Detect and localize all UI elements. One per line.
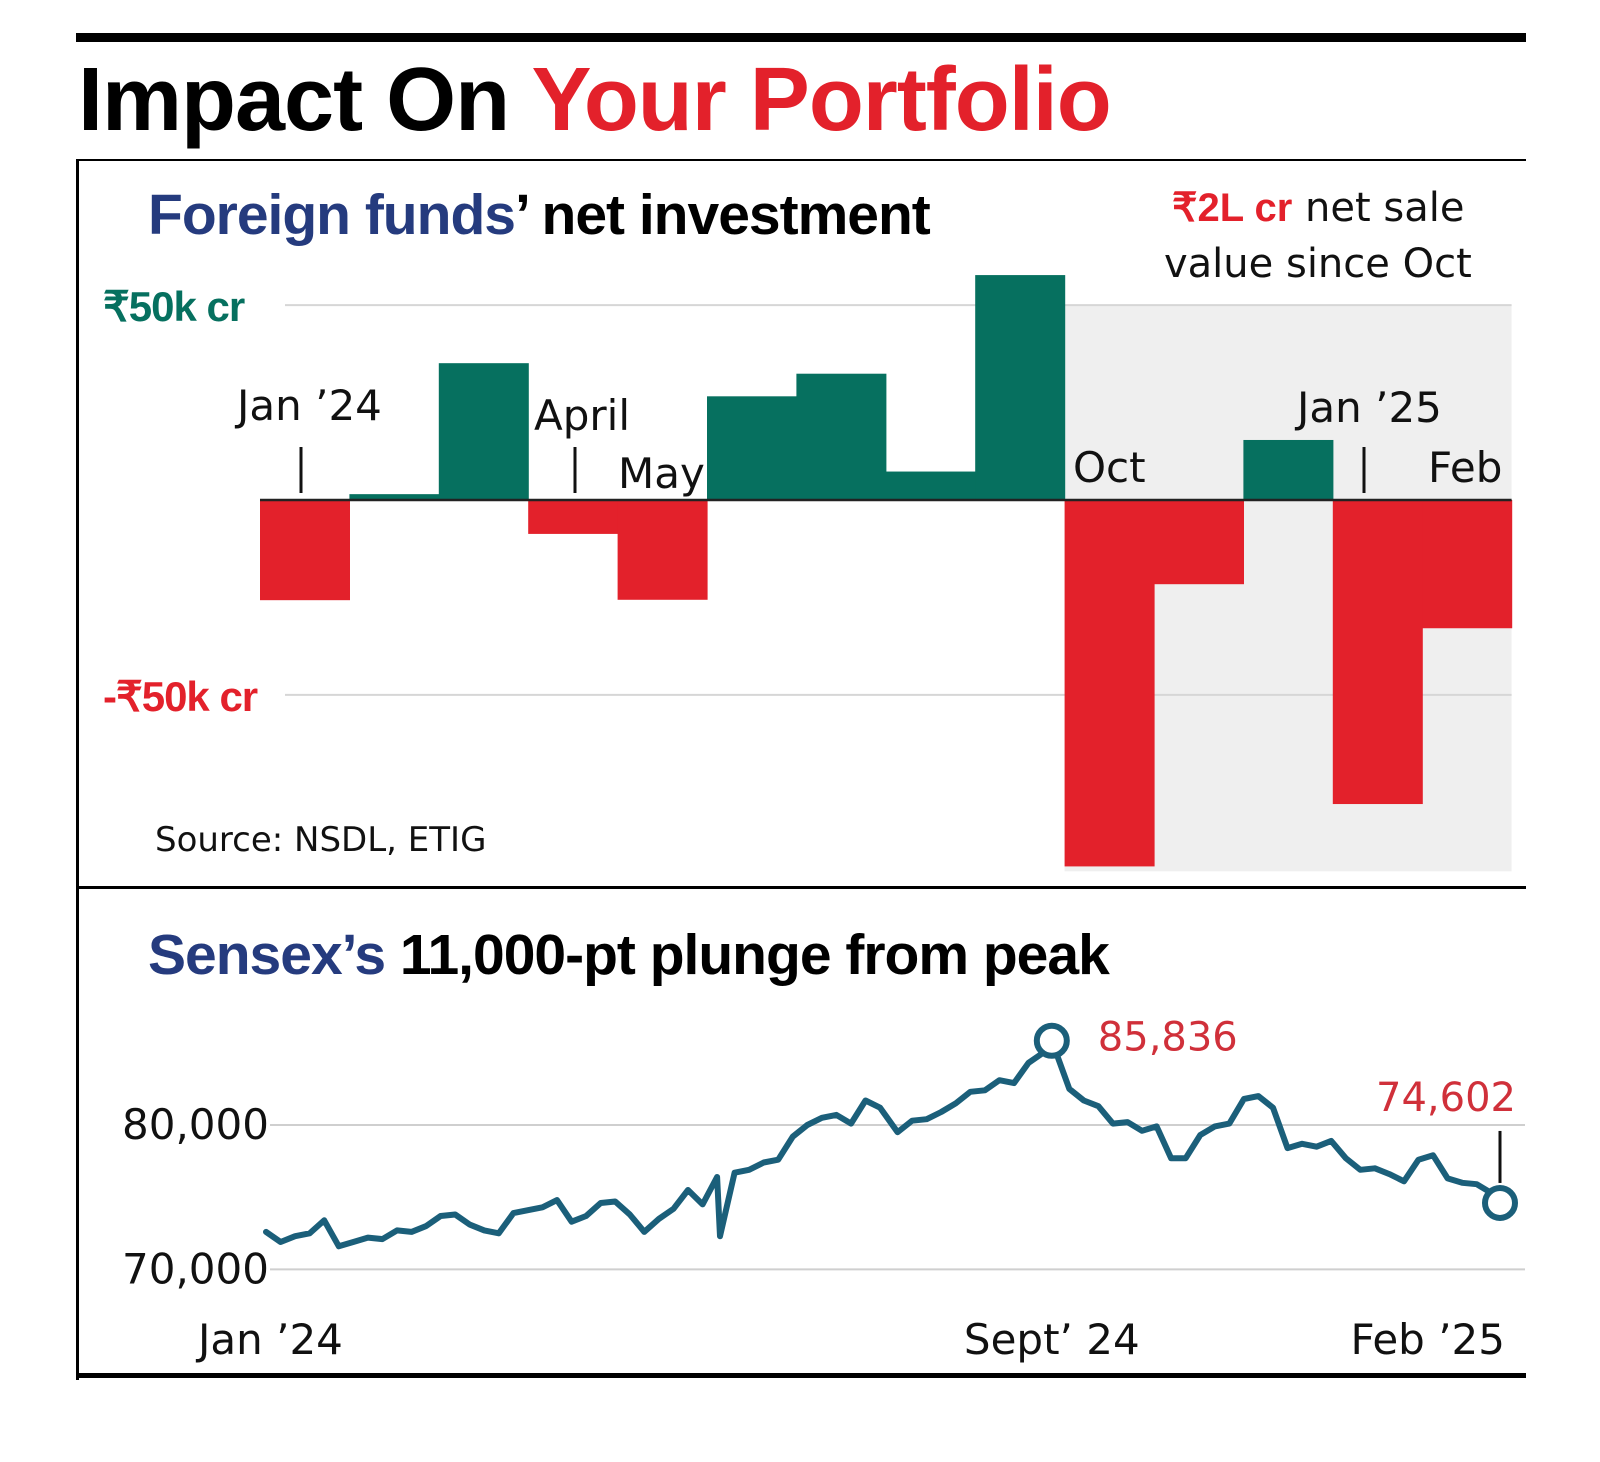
net-sale-note-highlight: ₹2L cr [1172,186,1293,230]
bar [1422,500,1513,629]
period-label: Oct [1073,443,1146,492]
bar [349,494,440,500]
latest-marker [1482,1184,1518,1221]
headline-part-2: Your Portfolio [531,50,1111,150]
period-label: April [534,391,630,440]
y-tick-label: ₹50k cr [103,283,245,330]
panel-bottom-border [76,1373,1526,1378]
panel-divider [76,886,1526,889]
peak-marker [1033,1022,1070,1059]
bar [1154,500,1244,585]
sensex-chart-title: Sensex’s 11,000-pt plunge from peak [148,920,1110,990]
bar [707,396,797,500]
bar [1332,500,1423,805]
x-tick-label: Sept’ 24 [964,1315,1140,1364]
panel-top-border [76,159,1526,161]
source-note: Source: NSDL, ETIG [155,820,487,860]
net-sale-note-line-2: value since Oct [1164,241,1472,287]
y-tick-label: 80,000 [122,1100,269,1149]
bar [438,363,529,500]
bar [1064,500,1155,867]
bar [975,275,1066,500]
period-label: May [618,449,705,498]
sensex-title-rest: 11,000-pt plunge from peak [385,923,1110,987]
fii-title-rest: ’ net investment [514,183,931,247]
latest-label: 74,602 [1376,1075,1516,1121]
bar [617,500,708,600]
net-sale-note-rest: net sale [1292,185,1465,231]
y-tick-label: 70,000 [122,1244,269,1293]
bar [885,471,976,500]
bar [260,500,350,601]
period-label: Feb [1428,443,1502,492]
period-label: Jan ’24 [234,381,382,430]
period-label: Jan ’25 [1294,383,1442,432]
fii-title-highlight: Foreign funds [148,183,516,247]
headline: Impact On Your Portfolio [78,50,1112,150]
x-tick-label: Jan ’24 [195,1315,343,1364]
headline-part-1: Impact On [78,50,510,150]
top-rule [76,33,1526,42]
sensex-series-line [263,1037,1503,1250]
fii-chart-title: Foreign funds’ net investment [148,180,931,250]
x-tick-label: Feb ’25 [1350,1315,1505,1364]
peak-label: 85,836 [1098,1015,1238,1061]
net-sale-note-line-1: ₹2L cr net sale [1172,184,1465,232]
y-tick-label: -₹50k cr [103,673,258,720]
panel-left-border [76,159,79,1380]
bar [528,500,619,534]
bar [796,373,887,500]
sensex-title-highlight: Sensex’s [148,923,386,987]
bar [1243,439,1334,500]
